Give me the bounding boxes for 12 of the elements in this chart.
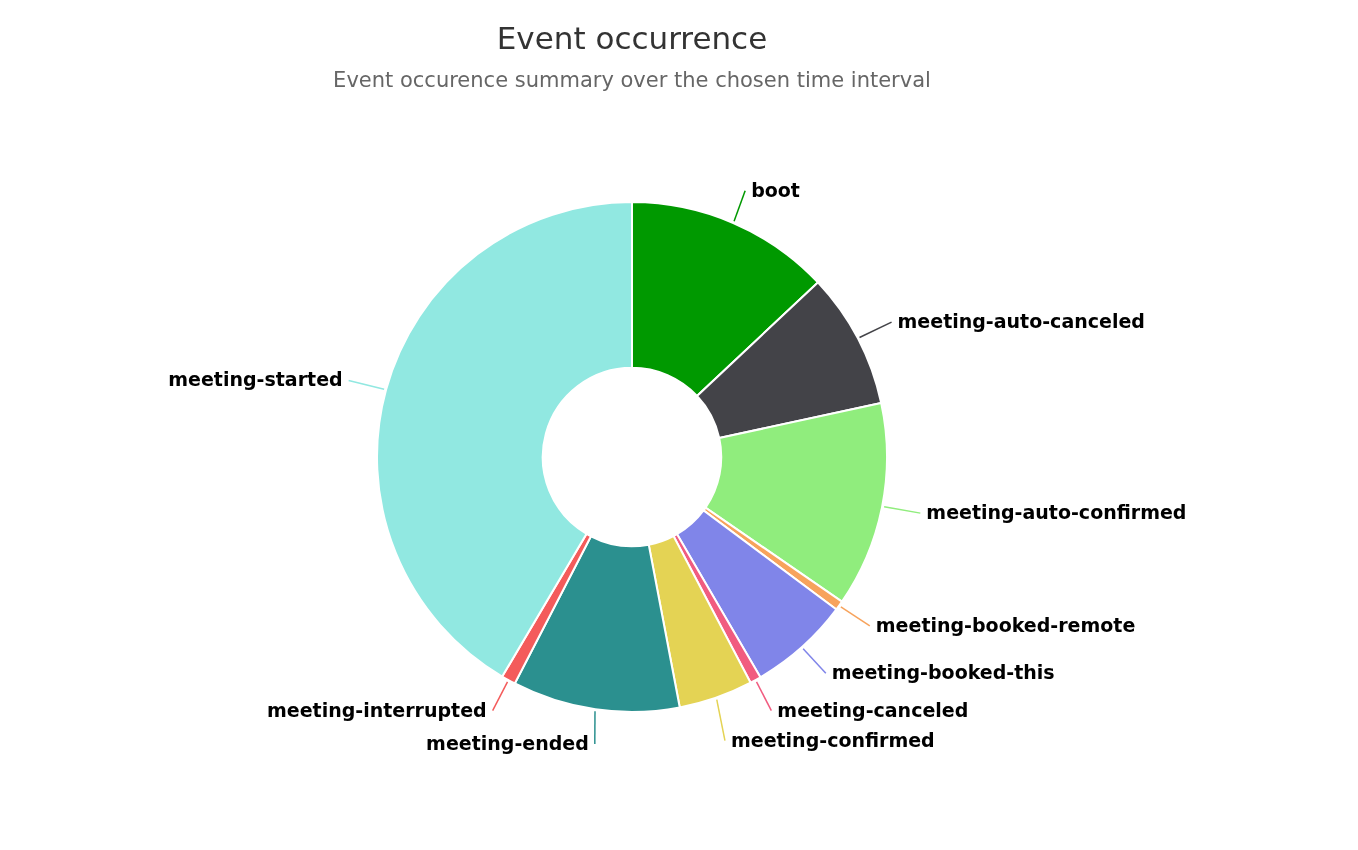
chart-subtitle: Event occurence summary over the chosen time interval [333, 68, 931, 92]
slice-label: meeting-started [168, 368, 343, 391]
slice-label: meeting-booked-this [831, 661, 1055, 684]
slice-label: meeting-interrupted [267, 698, 487, 721]
slice-label: meeting-confirmed [730, 728, 935, 751]
slice-label: meeting-ended [426, 731, 589, 754]
slice-label: meeting-auto-canceled [897, 310, 1145, 333]
slice-label: meeting-booked-remote [875, 613, 1136, 636]
slice-label: meeting-canceled [777, 698, 969, 721]
slice-label: meeting-auto-confirmed [926, 501, 1187, 524]
chart-title: Event occurrence [496, 20, 768, 56]
slice-label: boot [751, 178, 800, 201]
